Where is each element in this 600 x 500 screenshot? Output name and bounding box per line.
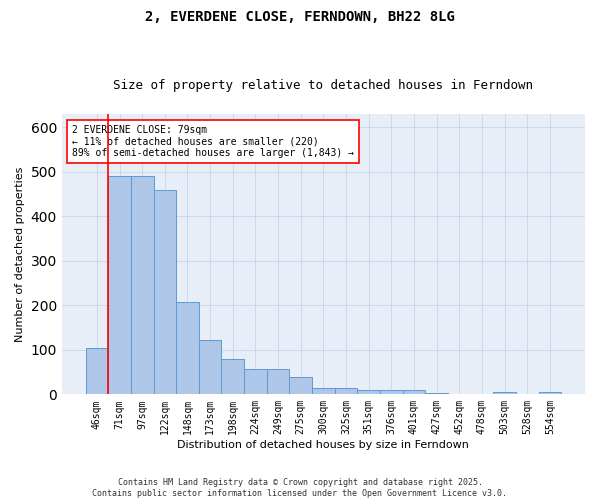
Bar [403,390,425,394]
Bar [221,358,244,394]
Title: Size of property relative to detached houses in Ferndown: Size of property relative to detached ho… [113,79,533,92]
X-axis label: Distribution of detached houses by size in Ferndown: Distribution of detached houses by size … [178,440,469,450]
Text: Contains HM Land Registry data © Crown copyright and database right 2025.
Contai: Contains HM Land Registry data © Crown c… [92,478,508,498]
Bar [493,392,516,394]
Text: 2 EVERDENE CLOSE: 79sqm
← 11% of detached houses are smaller (220)
89% of semi-d: 2 EVERDENE CLOSE: 79sqm ← 11% of detache… [72,125,354,158]
Bar [539,392,561,394]
Bar [244,369,267,394]
Bar [289,378,312,394]
Bar [108,176,131,394]
Bar [425,392,448,394]
Bar [176,302,199,394]
Bar [131,176,154,394]
Bar [199,340,221,394]
Bar [154,190,176,394]
Bar [335,388,358,394]
Bar [358,390,380,394]
Bar [312,388,335,394]
Bar [267,369,289,394]
Text: 2, EVERDENE CLOSE, FERNDOWN, BH22 8LG: 2, EVERDENE CLOSE, FERNDOWN, BH22 8LG [145,10,455,24]
Bar [86,348,108,395]
Bar [380,390,403,394]
Y-axis label: Number of detached properties: Number of detached properties [15,166,25,342]
